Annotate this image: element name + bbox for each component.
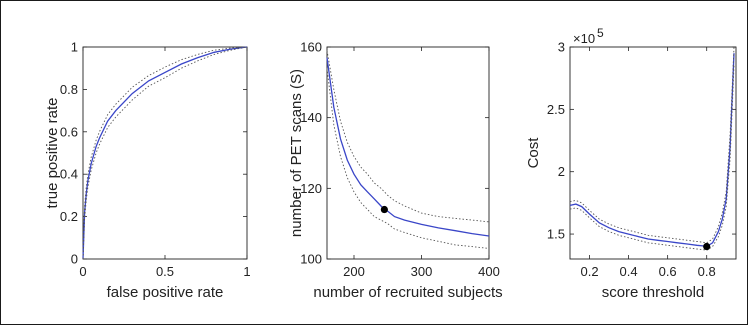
- cost-axes-box: [569, 46, 737, 260]
- roc-series-mean: [82, 46, 248, 260]
- cost-ytick-label: 1.5: [547, 227, 565, 242]
- pet-scans-xtick-label: 300: [411, 264, 433, 279]
- pet-scans-ytick-label: 120: [300, 181, 322, 196]
- pet-scans-series-mean: [326, 57, 490, 237]
- roc-ylabel: true positive rate: [44, 98, 61, 209]
- roc-series-upper: [82, 46, 248, 260]
- panel-cost: 0.2 0.4 0.6 0.8 1.5 2 2.5 3 score threshold Cost ×…: [525, 26, 737, 301]
- panel-pet-scans: 200 300 400 100 120 140 160 number of recruited…: [288, 40, 503, 302]
- pet-scans-ylabel: number of PET scans (S): [288, 69, 305, 237]
- cost-series-mean: [569, 53, 735, 248]
- cost-xtick-label: 0.4: [620, 264, 638, 279]
- pet-scans-xtick-label: 400: [478, 264, 500, 279]
- roc-xlabel: false positive rate: [107, 284, 224, 301]
- pet-scans-ytick-label: 160: [300, 40, 322, 55]
- chart-canvas: 0 0.5 1 0 0.2 0.4 0.6 0.8 1 false positive rate tr…: [44, 26, 737, 302]
- cost-xlabel: score threshold: [602, 284, 705, 301]
- roc-xtick-label: 0.5: [156, 264, 174, 279]
- cost-ylabel: Cost: [525, 137, 542, 169]
- pet-scans-series-upper: [326, 50, 490, 223]
- pet-scans-ytick-label: 140: [300, 110, 322, 125]
- cost-series-lower: [569, 65, 735, 251]
- roc-ytick-label: 0.4: [60, 167, 78, 182]
- pet-scans-xlabel: number of recruited subjects: [313, 284, 502, 301]
- pet-scans-xtick-label: 200: [343, 264, 365, 279]
- pet-scans-axes-box: [326, 46, 490, 260]
- cost-axis-multiplier-exp: 5: [597, 26, 604, 40]
- pet-scans-optimum-marker: [380, 205, 388, 214]
- roc-ytick-label: 0.8: [60, 82, 78, 97]
- roc-axes-box: [82, 46, 248, 260]
- roc-ytick-label: 1: [71, 40, 78, 55]
- pet-scans-series-lower: [326, 68, 490, 249]
- roc-ytick-label: 0: [71, 252, 78, 267]
- cost-xtick-label: 0.8: [698, 264, 716, 279]
- cost-ytick-label: 2.5: [547, 102, 565, 117]
- cost-ytick-label: 3: [558, 40, 565, 55]
- pet-scans-ytick-label: 100: [300, 252, 322, 267]
- roc-ytick-label: 0.2: [60, 209, 78, 224]
- roc-xtick-label: 1: [243, 264, 250, 279]
- panel-roc: 0 0.5 1 0 0.2 0.4 0.6 0.8 1 false positive rate tr…: [44, 40, 251, 302]
- roc-ytick-label: 0.6: [60, 124, 78, 139]
- roc-xtick-label: 0: [79, 264, 86, 279]
- cost-xtick-label: 0.2: [580, 264, 598, 279]
- cost-optimum-marker: [703, 242, 711, 251]
- cost-xtick-label: 0.6: [659, 264, 677, 279]
- cost-series-upper: [569, 46, 735, 244]
- roc-series-lower: [82, 46, 248, 260]
- cost-ytick-label: 2: [558, 164, 565, 179]
- cost-axis-multiplier: ×10: [573, 31, 595, 46]
